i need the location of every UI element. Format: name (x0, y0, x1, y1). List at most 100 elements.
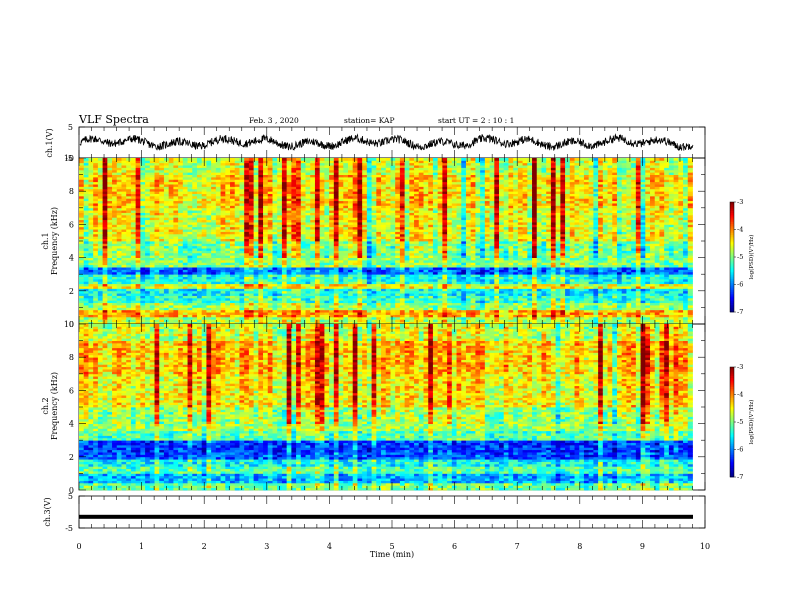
ch1-spec-cell (192, 257, 198, 261)
ch1-spec-cell (83, 241, 89, 244)
ch1-spec-cell (555, 245, 561, 249)
ch1-spec-cell (220, 312, 226, 315)
ch1-spec-cell (97, 295, 103, 299)
ch1-spec-cell (678, 297, 684, 301)
ch1-spec-cell (414, 307, 420, 311)
ch1-spec-cell (126, 312, 132, 315)
ch1-spec-cell (281, 302, 288, 306)
ch1-spec-cell (234, 278, 240, 282)
ch1-spec-cell (484, 293, 490, 296)
ch1-spec-cell (267, 262, 273, 266)
ch1-spec-cell (196, 290, 203, 294)
ch1-spec-cell (107, 233, 113, 237)
ch1-spec-cell (654, 307, 660, 311)
ch1-spec-cell (404, 278, 410, 282)
ch1-spec-cell (527, 276, 533, 280)
ch1-spec-cell (192, 248, 198, 251)
ch1-spec-cell (503, 312, 509, 315)
ch1-spec-cell (569, 321, 575, 325)
ch1-spec-cell (447, 314, 453, 318)
ch1-spec-cell (555, 259, 561, 263)
ch1-spec-cell (281, 319, 288, 323)
ch1-spec-cell (579, 305, 585, 308)
ch1-spec-cell (107, 271, 113, 275)
ch1-spec-cell (215, 321, 221, 325)
ch1-spec-cell (192, 316, 198, 320)
ch1-spec-cell (83, 314, 89, 318)
ch1-spec-cell (215, 288, 221, 292)
ch1-spec-cell (621, 255, 627, 258)
ch1-spec-cell (503, 264, 509, 268)
ch1-spec-cell (432, 295, 439, 299)
ch1-spec-cell (650, 307, 656, 311)
ch1-spec-cell (362, 264, 368, 268)
ch1-spec-cell (602, 283, 608, 287)
ch1-spec-cell (418, 238, 424, 242)
ch1-spec-cell (451, 238, 457, 242)
ch1-spec-cell (234, 257, 240, 261)
ch1-spec-cell (310, 255, 316, 258)
ch1-spec-cell (390, 281, 396, 285)
ch1-spec-cell (579, 321, 585, 325)
ch1-spec-cell (130, 290, 137, 294)
ch1-spec-cell (414, 267, 420, 270)
ch1-spec-cell (381, 288, 387, 292)
ch1-spec-cell (588, 319, 594, 323)
ch1-spec-cell (338, 302, 344, 306)
ch1-spec-cell (230, 269, 236, 273)
ch1-spec-cell (239, 252, 245, 256)
ch1-spec-cell (206, 305, 212, 308)
ch1-spec-cell (338, 312, 344, 315)
ch1-spec-cell (130, 316, 137, 320)
ch1-spec-cell (324, 293, 330, 296)
ch1-spec-cell (588, 278, 594, 282)
ch1-spec-cell (376, 252, 382, 256)
ch1-spec-cell (546, 262, 552, 266)
ch1-spec-cell (683, 312, 689, 315)
ch1-spec-cell (461, 305, 467, 308)
ch1-spec-cell (79, 241, 85, 244)
ch1-spec-cell (475, 259, 481, 263)
ch1-spec-cell (404, 252, 410, 256)
ch1-spec-cell (206, 252, 212, 256)
ch1-spec-cell (187, 276, 193, 280)
ch1-spec-cell (399, 255, 406, 258)
ch1-spec-cell (168, 305, 174, 308)
ch1-spec-cell (621, 236, 627, 240)
ch1-spec-cell (281, 290, 288, 294)
ch1-spec-cell (668, 300, 674, 304)
ch1-spec-cell (201, 307, 207, 311)
ch1-spec-cell (475, 316, 481, 320)
ch1-spec-cell (352, 288, 358, 292)
ch1-spec-cell (409, 274, 415, 277)
ch1-spec-cell (215, 281, 221, 285)
ch1-spec-cell (225, 286, 231, 289)
ch1-spec-cell (536, 243, 542, 247)
ch1-spec-cell (305, 295, 311, 299)
ch1-spec-cell (640, 297, 646, 301)
ch1-spec-cell (395, 319, 401, 323)
ch1-spec-cell (305, 297, 311, 301)
ch1-spec-cell (612, 288, 618, 292)
ch1-spec-cell (683, 290, 689, 294)
ch1-spec-cell (484, 286, 490, 289)
ch1-spec-cell (215, 312, 221, 315)
ch1-spec-cell (678, 295, 684, 299)
ch1-spec-cell (565, 283, 571, 287)
ch1-spec-cell (451, 262, 457, 266)
ch1-spec-cell (121, 321, 127, 325)
ch1-spec-cell (140, 276, 146, 280)
ch1-spec-cell (499, 295, 505, 299)
ch1-spec-cell (248, 252, 255, 256)
ch1-spec-cell (673, 278, 679, 282)
ch1-spec-cell (319, 283, 325, 287)
ch1-spec-cell (480, 259, 486, 263)
ch1-spec-cell (140, 236, 146, 240)
ch1-spec-cell (244, 255, 250, 258)
ch1-spec-cell (522, 283, 528, 287)
ch1-spec-cell (324, 300, 330, 304)
ch1-spec-cell (447, 312, 453, 315)
ch1-spec-cell (664, 321, 670, 325)
ch1-spec-cell (654, 321, 660, 325)
ch1-spec-cell (277, 300, 283, 304)
